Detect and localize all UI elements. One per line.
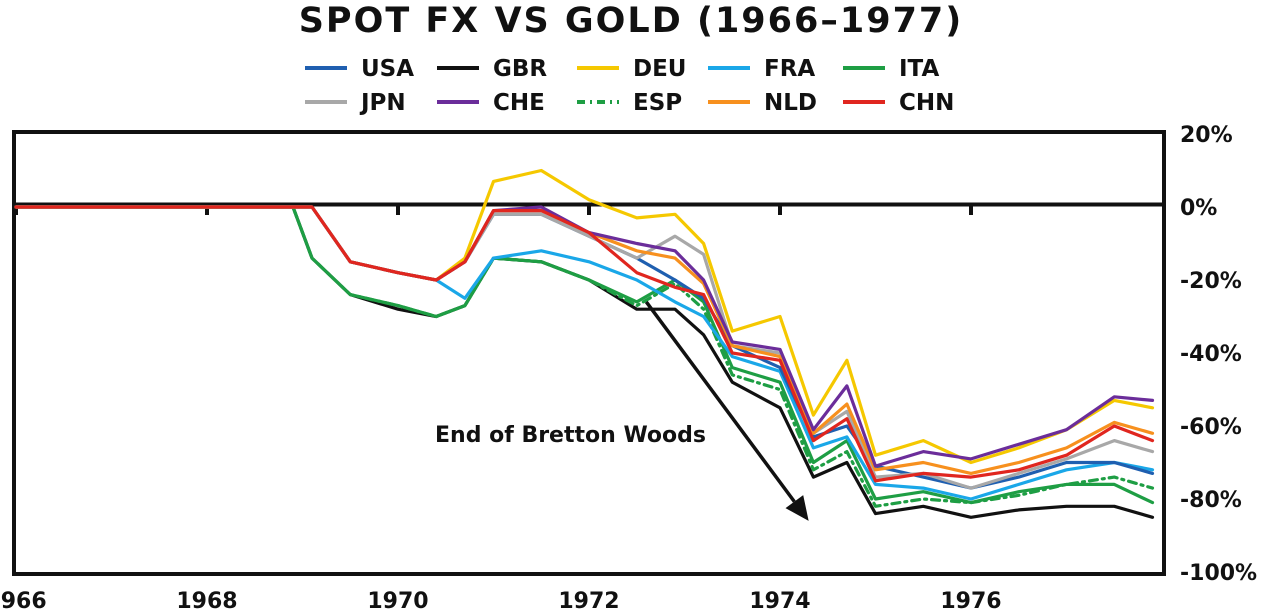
y-tick-label--40pct: -40%: [1180, 342, 1242, 367]
x-tick-label-1966: 1966: [0, 589, 47, 610]
legend-label-nld: NLD: [764, 90, 817, 116]
legend-label-ita: ITA: [899, 56, 939, 82]
legend-label-chn: CHN: [899, 90, 954, 116]
series-group: [14, 168, 1155, 519]
x-tick-label-1968: 1968: [176, 589, 237, 610]
legend-label-usa: USA: [361, 56, 414, 82]
x-tick-label-1976: 1976: [940, 589, 1001, 610]
y-tick-label-0pct: 0%: [1180, 196, 1217, 221]
legend: USA GBR DEU FRA ITA JPN CHE ESP NLD CHN: [305, 56, 954, 116]
y-tick-label--80pct: -80%: [1180, 488, 1242, 513]
x-tick-label-1972: 1972: [558, 589, 619, 610]
y-axis: 20% 0% -20% -40% -60% -80% -100%: [1180, 123, 1257, 586]
legend-label-jpn: JPN: [359, 90, 406, 116]
annotation-arrow: [644, 300, 796, 503]
series-line-chn: [14, 205, 1155, 483]
legend-label-gbr: GBR: [493, 56, 547, 82]
y-tick-label--60pct: -60%: [1180, 415, 1242, 440]
legend-label-che: CHE: [493, 90, 545, 116]
annotation-arrowhead: [785, 495, 809, 521]
legend-label-deu: DEU: [633, 56, 686, 82]
y-tick-label--20pct: -20%: [1180, 269, 1242, 294]
series-line-deu: [14, 168, 1155, 465]
series-line-esp: [14, 205, 1155, 508]
annotation-text: End of Bretton Woods: [435, 423, 706, 448]
annotation-group: End of Bretton Woods: [435, 300, 809, 521]
plot-frame: [12, 130, 1166, 576]
x-tick-label-1970: 1970: [367, 589, 428, 610]
x-axis: 1966 1968 1970 1972 1974 1976: [0, 204, 1002, 610]
chart-title: SPOT FX VS GOLD (1966–1977): [299, 1, 964, 41]
y-tick-label--100pct: -100%: [1180, 561, 1257, 586]
legend-label-esp: ESP: [633, 90, 682, 116]
y-tick-label-20pct: 20%: [1180, 123, 1233, 148]
x-tick-label-1974: 1974: [749, 589, 810, 610]
legend-label-fra: FRA: [764, 56, 815, 82]
